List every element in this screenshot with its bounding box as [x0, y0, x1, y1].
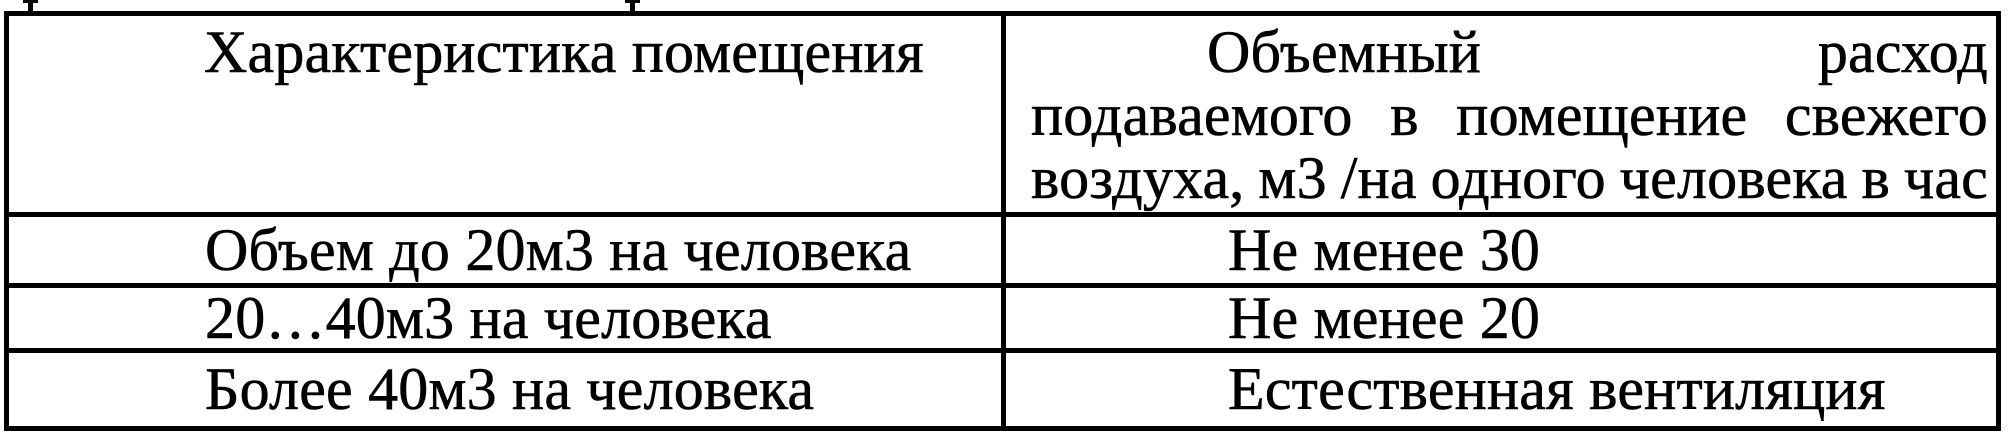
cell-text: 20…40м3 на человека: [205, 288, 772, 351]
header-cell-room-characteristic: Характеристика помещения: [9, 16, 1006, 217]
word: воздуха,: [1031, 145, 1245, 211]
word: Объемный: [1207, 19, 1482, 85]
cell-text: Более 40м3 на человека: [205, 356, 815, 422]
table-row-1-value: Не менее 30: [1006, 217, 1996, 288]
cell-text: Объем до 20м3 на человека: [205, 217, 912, 283]
ventilation-requirements-table: Характеристика помещения Объемный расход …: [4, 11, 2001, 431]
word: свежего: [1784, 82, 1988, 148]
header-air-flow-line-3: воздуха, м3/на одного человека в час: [1031, 145, 1988, 211]
word: одного: [1430, 145, 1606, 211]
table-row-1-characteristic: Объем до 20м3 на человека: [9, 217, 1006, 288]
cell-text: Не менее 20: [1228, 288, 1541, 351]
table-row-2-value: Не менее 20: [1006, 288, 1996, 353]
header-text-room-characteristic: Характеристика помещения: [204, 19, 924, 85]
word: в: [1861, 145, 1891, 211]
cropped-text-descender-artifact: [23, 0, 38, 15]
cell-text: Не менее 30: [1228, 217, 1541, 283]
table-row-3-characteristic: Более 40м3 на человека: [9, 353, 1006, 426]
word: человека: [1619, 145, 1848, 211]
header-air-flow-line-1: Объемный расход: [1031, 19, 1989, 85]
word: расход: [1817, 19, 1989, 85]
word: подаваемого: [1031, 82, 1353, 148]
header-cell-air-flow: Объемный расход подаваемого в помещение свеж…: [1006, 16, 1996, 217]
word: м3: [1258, 145, 1327, 211]
word: в: [1390, 82, 1419, 148]
table-row-2-characteristic: 20…40м3 на человека: [9, 288, 1006, 353]
word: помещение: [1456, 82, 1748, 148]
word: час: [1903, 145, 1988, 211]
cell-text: Естественная вентиляция: [1228, 356, 1886, 422]
header-air-flow-line-2: подаваемого в помещение свежего: [1031, 82, 1988, 148]
cropped-text-descender-artifact: [625, 0, 640, 15]
word: /на: [1340, 145, 1417, 211]
table-row-3-value: Естественная вентиляция: [1006, 353, 1996, 426]
